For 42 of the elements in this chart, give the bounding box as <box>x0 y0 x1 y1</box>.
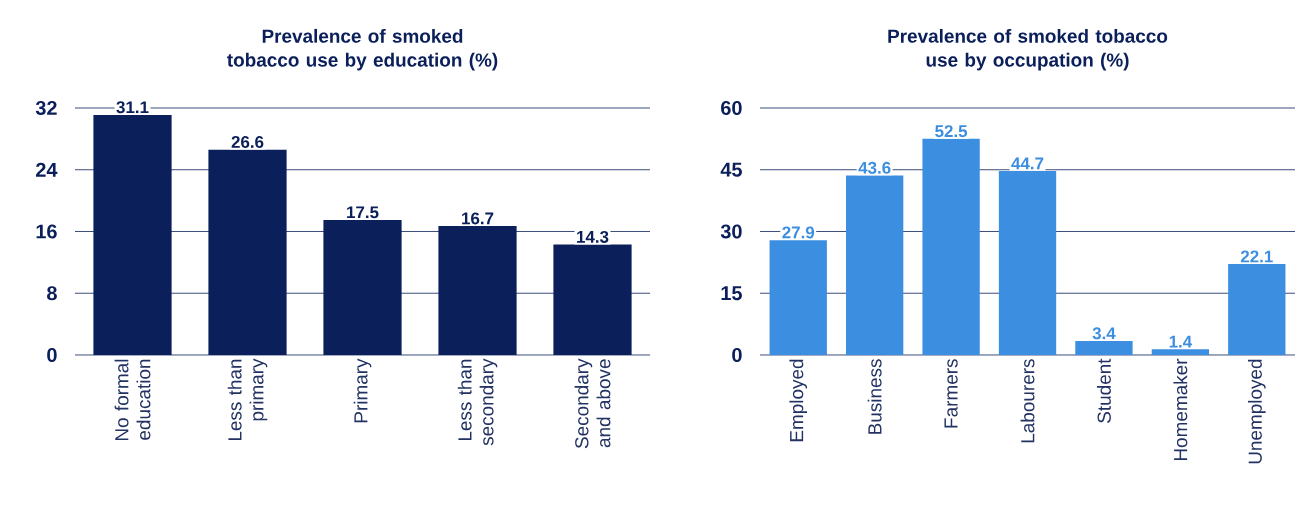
data-label: 1.4 <box>1169 335 1193 348</box>
y-tick-label: 30 <box>720 224 742 239</box>
x-tick-label: Labourers <box>1020 359 1035 443</box>
x-tick-label: Employed <box>789 359 808 442</box>
x-tick-label: Secondary and above <box>574 358 611 449</box>
y-tick-label: 24 <box>36 162 58 177</box>
bar <box>922 138 980 355</box>
y-tick-label: 32 <box>35 100 57 116</box>
data-label: 43.6 <box>858 161 891 174</box>
data-label: 22.1 <box>1240 250 1273 263</box>
data-label: 17.5 <box>347 206 379 219</box>
bar <box>998 170 1057 355</box>
y-tick-label: 0 <box>732 347 742 363</box>
data-label: 31.1 <box>116 101 149 114</box>
y-tick-label: 0 <box>47 347 57 363</box>
x-tick-label: Less than primary <box>227 358 268 441</box>
bar <box>1075 340 1133 355</box>
y-tick-label: 15 <box>721 286 742 301</box>
chart-title: Prevalence of smoked tobacco use by education (%) <box>227 28 498 71</box>
y-tick-label: 60 <box>721 100 742 116</box>
bar <box>1151 349 1210 355</box>
y-tick-label: 16 <box>36 224 57 239</box>
y-tick-label: 45 <box>720 162 742 177</box>
data-label: 52.5 <box>935 125 968 138</box>
x-tick-label: Farmers <box>944 359 958 428</box>
y-tick-label: 8 <box>47 286 57 301</box>
data-label: 14.3 <box>577 230 609 243</box>
x-tick-label: Less than secondary <box>457 358 498 446</box>
bar <box>769 240 827 355</box>
x-tick-label: Student <box>1096 358 1111 423</box>
bar <box>1228 264 1286 355</box>
x-tick-label: Primary <box>353 358 372 423</box>
x-tick-label: No formal education <box>114 359 151 441</box>
x-tick-label: Business <box>867 359 882 434</box>
x-tick-label: Homemaker <box>1173 358 1188 461</box>
x-tick-label: Unemployed <box>1247 359 1266 464</box>
data-label: 26.6 <box>231 135 264 148</box>
chart-title: Prevalence of smoked tobacco use by occupation (%) <box>888 28 1168 71</box>
data-label: 3.4 <box>1092 327 1116 340</box>
data-label: 16.7 <box>462 212 494 225</box>
data-label: 27.9 <box>782 226 815 239</box>
data-label: 44.7 <box>1011 157 1044 170</box>
